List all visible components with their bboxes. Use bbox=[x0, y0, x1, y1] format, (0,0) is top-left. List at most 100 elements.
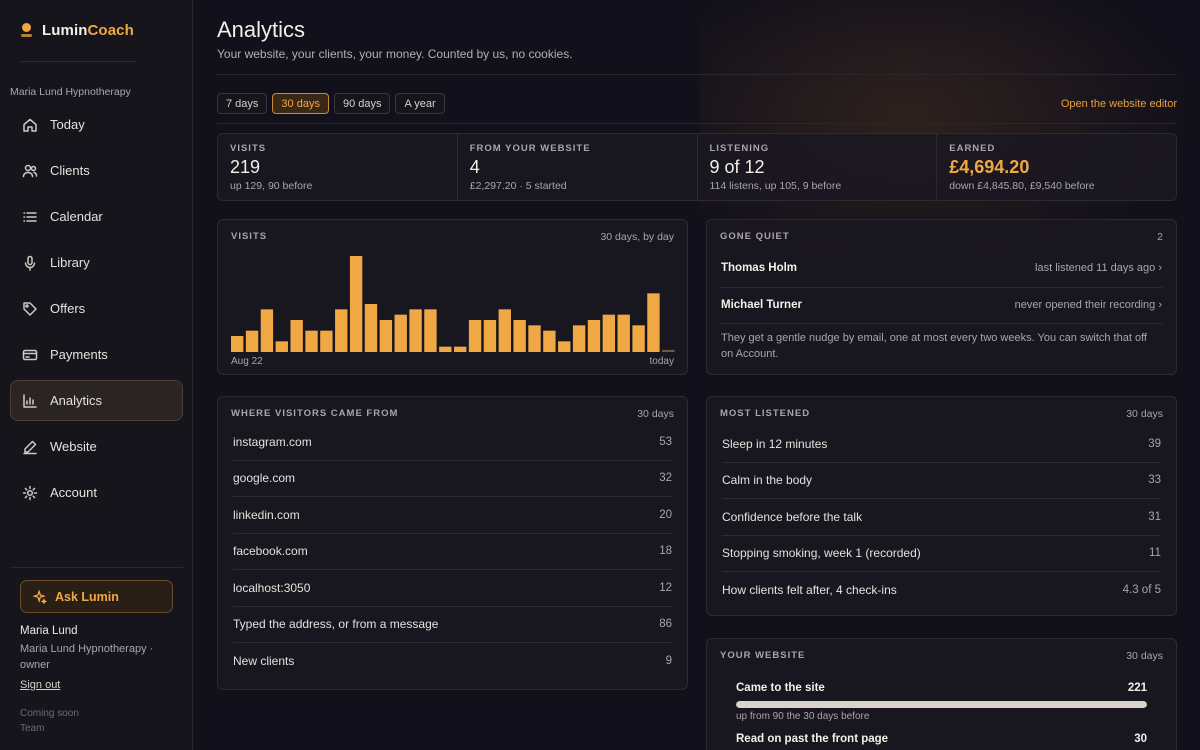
range-year[interactable]: A year bbox=[395, 93, 445, 114]
sidebar-item-label: Analytics bbox=[50, 393, 103, 408]
card-count: 2 bbox=[1157, 231, 1163, 243]
sidebar-item-account[interactable]: Account bbox=[10, 472, 183, 513]
list-item: Calm in the body 33 bbox=[722, 463, 1161, 499]
quiet-client-row[interactable]: Michael Turner never opened their record… bbox=[721, 287, 1162, 323]
range-90-days[interactable]: 90 days bbox=[333, 93, 391, 114]
card-header: MOST LISTENED 30 days bbox=[720, 408, 1163, 420]
brand[interactable]: LuminCoach bbox=[20, 21, 134, 39]
tag-icon bbox=[22, 301, 38, 317]
coming-soon: Coming soon Team bbox=[20, 706, 79, 736]
sidebar-item-website[interactable]: Website bbox=[10, 426, 183, 467]
source-count: 12 bbox=[659, 581, 672, 594]
website-metric-row: Came to the site 221 bbox=[736, 682, 1147, 694]
ask-lumin-label: Ask Lumin bbox=[55, 589, 119, 604]
card-title: GONE QUIET bbox=[720, 231, 790, 242]
stat-listening: LISTENING 9 of 12 114 listens, up 105, 9… bbox=[698, 134, 938, 200]
visits-bar bbox=[394, 314, 407, 352]
progress-bar bbox=[736, 701, 1147, 708]
card-meta: 30 days bbox=[1126, 650, 1163, 662]
visits-bar bbox=[632, 325, 645, 352]
source-count: 9 bbox=[665, 655, 672, 668]
card-title: YOUR WEBSITE bbox=[720, 650, 806, 661]
gone-quiet-card: GONE QUIET 2 Thomas Holm last listened 1… bbox=[706, 219, 1177, 375]
divider bbox=[217, 123, 1177, 124]
sidebar-nav: Today Clients Calendar Library Offers Pa… bbox=[10, 104, 183, 518]
sidebar-item-library[interactable]: Library bbox=[10, 242, 183, 283]
quiet-client-row[interactable]: Thomas Holm last listened 11 days ago › bbox=[721, 250, 1162, 286]
listened-list: Sleep in 12 minutes 39 Calm in the body 33… bbox=[722, 426, 1161, 609]
visits-bar bbox=[290, 320, 303, 352]
range-30-days[interactable]: 30 days bbox=[272, 93, 329, 114]
most-listened-card: MOST LISTENED 30 days Sleep in 12 minute… bbox=[706, 396, 1177, 616]
stat-label: VISITS bbox=[230, 143, 267, 154]
stat-earned: EARNED £4,694.20 down £4,845.80, £9,540 … bbox=[937, 134, 1176, 200]
visits-bar bbox=[662, 349, 675, 352]
stat-sub: down £4,845.80, £9,540 before bbox=[949, 180, 1095, 192]
sidebar-item-label: Clients bbox=[50, 163, 90, 178]
list-item: localhost:3050 12 bbox=[233, 570, 672, 607]
card-meta: 30 days bbox=[637, 408, 674, 420]
visits-bar bbox=[513, 320, 526, 352]
divider bbox=[10, 567, 183, 568]
card-header: WHERE VISITORS CAME FROM 30 days bbox=[231, 408, 674, 420]
client-status: never opened their recording › bbox=[1014, 299, 1162, 311]
metric-sub: up from 90 the 30 days before bbox=[736, 711, 870, 722]
divider bbox=[721, 287, 1162, 288]
visits-bar bbox=[528, 325, 541, 352]
microphone-icon bbox=[22, 255, 38, 271]
visits-card: VISITS 30 days, by day Aug 22 today bbox=[217, 219, 688, 375]
source-label: facebook.com bbox=[233, 544, 308, 559]
sidebar-item-analytics[interactable]: Analytics bbox=[10, 380, 183, 421]
client-status: last listened 11 days ago › bbox=[1035, 262, 1162, 274]
metric-label: Read on past the front page bbox=[736, 733, 889, 745]
x-axis-start-label: Aug 22 bbox=[231, 356, 263, 367]
sidebar-item-clients[interactable]: Clients bbox=[10, 150, 183, 191]
sparkle-icon bbox=[33, 589, 47, 604]
quiet-note: They get a gentle nudge by email, one at… bbox=[721, 332, 1147, 360]
stat-sub: 114 listens, up 105, 9 before bbox=[709, 180, 842, 192]
ask-lumin-button[interactable]: Ask Lumin bbox=[20, 580, 173, 613]
brand-logo-icon bbox=[20, 21, 34, 39]
visits-bar bbox=[602, 314, 616, 352]
stat-sub: £2,297.20 · 5 started bbox=[469, 180, 567, 192]
stat-label: LISTENING bbox=[709, 143, 770, 154]
pencil-icon bbox=[22, 439, 38, 455]
card-header: VISITS 30 days, by day bbox=[231, 231, 674, 243]
card-header: GONE QUIET 2 bbox=[720, 231, 1163, 243]
source-count: 20 bbox=[659, 508, 672, 521]
page-subtitle: Your website, your clients, your money. … bbox=[217, 47, 573, 61]
client-name: Michael Turner bbox=[721, 299, 802, 311]
list-item: facebook.com 18 bbox=[233, 534, 672, 570]
visits-bar bbox=[260, 309, 274, 352]
visits-bar bbox=[335, 309, 348, 352]
range-selector: 7 days 30 days 90 days A year bbox=[217, 93, 445, 114]
source-label: google.com bbox=[233, 471, 296, 486]
brand-name: LuminCoach bbox=[42, 21, 134, 39]
sources-card: WHERE VISITORS CAME FROM 30 days instagr… bbox=[217, 396, 688, 690]
sidebar-item-payments[interactable]: Payments bbox=[10, 334, 183, 375]
sidebar-item-calendar[interactable]: Calendar bbox=[10, 196, 183, 237]
card-title: MOST LISTENED bbox=[720, 408, 811, 419]
visits-bar bbox=[424, 309, 437, 352]
visits-bar bbox=[245, 330, 259, 352]
gear-icon bbox=[22, 485, 38, 501]
visits-bar bbox=[454, 346, 467, 352]
open-website-editor-link[interactable]: Open the website editor bbox=[1060, 98, 1177, 110]
home-icon bbox=[22, 117, 38, 133]
listen-count: 11 bbox=[1149, 547, 1161, 560]
sign-out-link[interactable]: Sign out bbox=[20, 679, 61, 691]
sidebar: LuminCoach Maria Lund Hypnotherapy Today… bbox=[0, 0, 193, 750]
stat-value: 4 bbox=[469, 157, 480, 177]
card-title: WHERE VISITORS CAME FROM bbox=[231, 408, 399, 419]
source-label: New clients bbox=[233, 654, 295, 669]
listen-count: 33 bbox=[1148, 474, 1161, 487]
sidebar-item-offers[interactable]: Offers bbox=[10, 288, 183, 329]
source-label: localhost:3050 bbox=[233, 580, 311, 595]
users-icon bbox=[22, 163, 38, 179]
source-label: instagram.com bbox=[233, 434, 312, 449]
range-7-days[interactable]: 7 days bbox=[217, 93, 268, 114]
bar-chart-icon bbox=[22, 393, 38, 409]
sidebar-item-today[interactable]: Today bbox=[10, 104, 183, 145]
listen-count: 39 bbox=[1148, 437, 1161, 450]
visits-bar bbox=[275, 341, 288, 352]
